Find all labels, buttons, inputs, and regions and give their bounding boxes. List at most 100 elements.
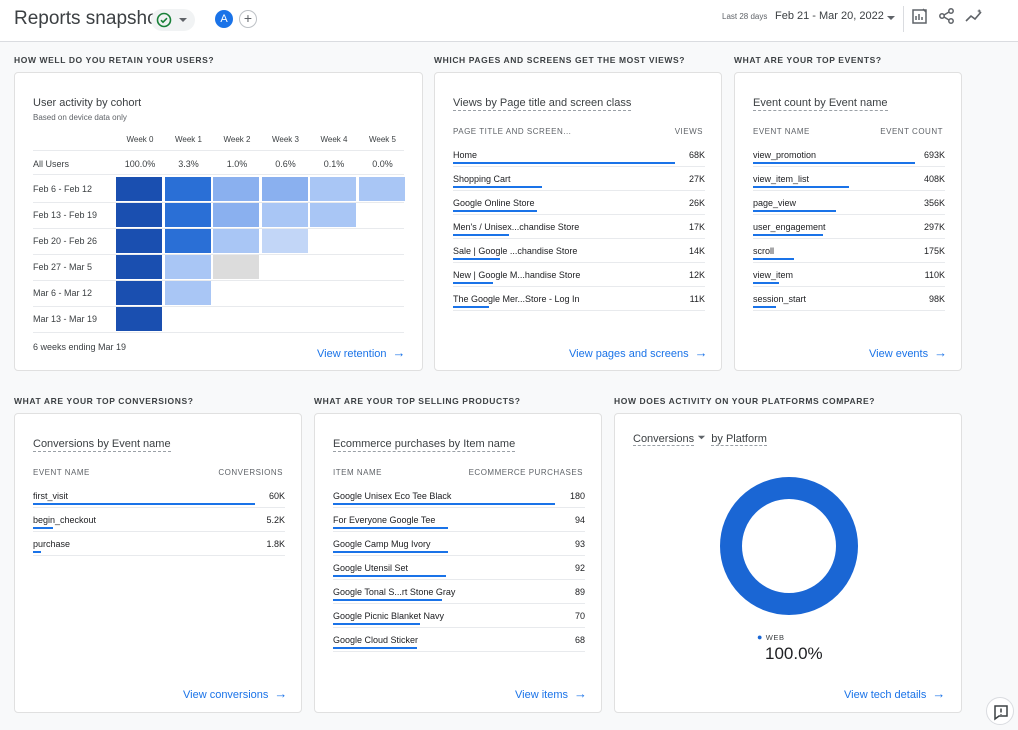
- row-bar: [453, 306, 489, 308]
- row-value: 26K: [688, 198, 705, 208]
- cohort-row-label: Feb 20 - Feb 26: [33, 236, 98, 246]
- card-title[interactable]: Views by Page title and screen class: [453, 97, 632, 111]
- table-row[interactable]: view_item 110K: [753, 263, 945, 287]
- card-title[interactable]: Conversions by Event name: [33, 438, 171, 452]
- cohort-cell[interactable]: [164, 177, 211, 201]
- cohort-cell[interactable]: [116, 203, 162, 227]
- cohort-cell[interactable]: [116, 281, 162, 305]
- cohort-cell[interactable]: [116, 177, 162, 201]
- row-bar: [753, 210, 836, 212]
- table-row[interactable]: scroll 175K: [753, 239, 945, 263]
- table-row[interactable]: user_engagement 297K: [753, 215, 945, 239]
- row-name: view_promotion: [753, 150, 817, 160]
- cohort-cell[interactable]: [310, 203, 356, 227]
- table-row[interactable]: Google Cloud Sticker 68: [333, 628, 585, 652]
- row-name: page_view: [753, 198, 797, 208]
- link-label: View items: [515, 689, 568, 701]
- table-row[interactable]: Google Picnic Blanket Navy 70: [333, 604, 585, 628]
- table-row[interactable]: Sale | Google ...chandise Store 14K: [453, 239, 705, 263]
- date-range-picker[interactable]: Feb 21 - Mar 20, 2022: [775, 10, 884, 22]
- cohort-row-label: Mar 13 - Mar 19: [33, 314, 98, 324]
- chevron-down-icon[interactable]: [886, 13, 896, 23]
- cohort-cell[interactable]: [213, 229, 259, 253]
- cohort-cell[interactable]: [164, 281, 211, 305]
- table-row[interactable]: Google Camp Mug Ivory 93: [333, 532, 585, 556]
- cohort-card: User activity by cohort Based on device …: [14, 72, 423, 371]
- table-row[interactable]: session_start 98K: [753, 287, 945, 311]
- table-row[interactable]: page_view 356K: [753, 191, 945, 215]
- row-bar: [453, 258, 500, 260]
- view-conversions-link[interactable]: View conversions →: [183, 686, 287, 701]
- cohort-cell[interactable]: [213, 203, 259, 227]
- divider: [33, 202, 404, 203]
- table-row[interactable]: Google Online Store 26K: [453, 191, 705, 215]
- avatar[interactable]: A: [215, 10, 233, 28]
- feedback-button[interactable]: [986, 697, 1014, 725]
- row-value: 70: [574, 611, 585, 621]
- view-pages-link[interactable]: View pages and screens →: [569, 345, 708, 360]
- cohort-week-header: Week 4: [320, 135, 348, 144]
- card-title[interactable]: Event count by Event name: [753, 97, 888, 111]
- table-row[interactable]: begin_checkout 5.2K: [33, 508, 285, 532]
- table-row[interactable]: The Google Mer...Store - Log In 11K: [453, 287, 705, 311]
- cohort-cell[interactable]: [310, 177, 356, 201]
- cohort-all-value: 0.1%: [323, 159, 345, 169]
- add-comparison-button[interactable]: +: [239, 10, 257, 28]
- row-value: 14K: [688, 246, 705, 256]
- conversions-card: Conversions by Event name EVENT NAME CON…: [14, 413, 302, 713]
- cohort-cell[interactable]: [164, 255, 211, 279]
- section-label-pages: WHICH PAGES AND SCREENS GET THE MOST VIE…: [434, 55, 686, 65]
- cohort-cell[interactable]: [164, 229, 211, 253]
- card-title: User activity by cohort: [33, 97, 142, 109]
- table-row[interactable]: Shopping Cart 27K: [453, 167, 705, 191]
- table-row[interactable]: Google Tonal S...rt Stone Gray 89: [333, 580, 585, 604]
- table-row[interactable]: view_promotion 693K: [753, 143, 945, 167]
- card-title[interactable]: Ecommerce purchases by Item name: [333, 438, 516, 452]
- row-name: Men's / Unisex...chandise Store: [453, 222, 580, 232]
- table-row[interactable]: Google Utensil Set 92: [333, 556, 585, 580]
- cohort-all-value: 1.0%: [226, 159, 248, 169]
- table-row[interactable]: first_visit 60K: [33, 484, 285, 508]
- row-name: Google Picnic Blanket Navy: [333, 611, 445, 621]
- cohort-cell[interactable]: [261, 229, 308, 253]
- chevron-down-icon[interactable]: [697, 433, 706, 442]
- row-value: 180: [569, 491, 585, 501]
- cohort-cell[interactable]: [116, 255, 162, 279]
- metric-selector[interactable]: Conversions: [633, 433, 695, 446]
- divider: [903, 6, 904, 32]
- donut-slice-web[interactable]: [720, 477, 858, 615]
- link-label: View conversions: [183, 689, 269, 701]
- table-row[interactable]: view_item_list 408K: [753, 167, 945, 191]
- table-row[interactable]: purchase 1.8K: [33, 532, 285, 556]
- view-tech-details-link[interactable]: View tech details →: [844, 686, 945, 701]
- cohort-cell[interactable]: [213, 177, 259, 201]
- divider: [33, 332, 404, 333]
- view-retention-link[interactable]: View retention →: [317, 345, 406, 360]
- arrow-right-icon: →: [694, 345, 708, 360]
- table-row[interactable]: New | Google M...handise Store 12K: [453, 263, 705, 287]
- dimension-label[interactable]: by Platform: [711, 433, 767, 446]
- cohort-cell[interactable]: [116, 307, 162, 331]
- view-events-link[interactable]: View events →: [869, 345, 947, 360]
- view-items-link[interactable]: View items →: [515, 686, 587, 701]
- table-row[interactable]: Google Unisex Eco Tee Black 180: [333, 484, 585, 508]
- insights-icon[interactable]: [964, 7, 984, 25]
- customize-report-icon[interactable]: [911, 7, 929, 25]
- table-row[interactable]: For Everyone Google Tee 94: [333, 508, 585, 532]
- share-icon[interactable]: [938, 7, 956, 25]
- divider: [33, 228, 404, 229]
- status-dropdown[interactable]: [151, 9, 195, 31]
- cohort-cell[interactable]: [261, 203, 308, 227]
- column-header: VIEWS: [674, 127, 703, 136]
- legend-label: WEB: [765, 633, 785, 642]
- row-value: 297K: [923, 222, 945, 232]
- row-bar: [453, 186, 542, 188]
- cohort-cell[interactable]: [164, 203, 211, 227]
- cohort-cell[interactable]: [358, 177, 405, 201]
- table-row[interactable]: Men's / Unisex...chandise Store 17K: [453, 215, 705, 239]
- cohort-cell[interactable]: [261, 177, 308, 201]
- cohort-cell[interactable]: [213, 255, 259, 279]
- table-row[interactable]: Home 68K: [453, 143, 705, 167]
- cohort-cell[interactable]: [116, 229, 162, 253]
- divider: [33, 150, 404, 151]
